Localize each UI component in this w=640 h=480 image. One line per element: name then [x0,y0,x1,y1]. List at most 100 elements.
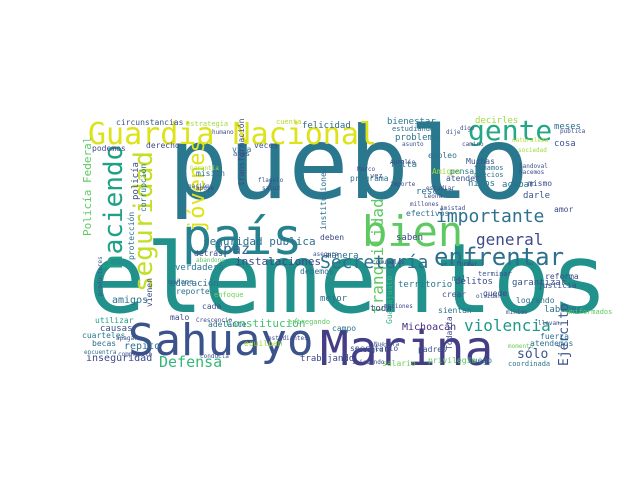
word-equilpan: equilpan [244,339,283,348]
word-sientan: sientan [438,306,472,315]
word-gusto: gusto [134,351,152,358]
word-detras: detrás [194,249,223,258]
word-sahuayo: Sahuayo [128,315,313,366]
word-olvidar: olvidar [476,293,502,300]
word-estudiando: estudiando [392,125,434,133]
word-amigos-green: Amigos [432,167,461,176]
word-michoacan: Michoacán [402,321,456,333]
word-estrategia: estrategia [186,120,228,128]
word-cada: cada [202,302,221,311]
word-seguridad: seguridad [129,151,159,292]
word-millones: millones [410,201,439,208]
word-abandono: abandono [196,257,225,264]
word-territorio: territorio [398,280,452,290]
word-vienen: vienen [145,278,154,307]
word-importe: importe [390,181,416,188]
word-trabajando: trabajando [300,354,354,364]
word-secretario: secretario [350,344,398,353]
word-derecho: derecho [146,141,180,150]
word-problema: problema [395,133,438,143]
word-delitos: delitos [455,277,493,287]
word-podemos: podemos [92,144,126,153]
word-garantizar: garantizar [512,278,567,288]
word-mal: mal [452,274,467,283]
word-comunales: comunales [372,259,405,266]
word-causas: causas [100,324,133,334]
word-adelante: adelante [208,320,247,329]
word-campo: campo [332,324,356,333]
word-formar: formar [456,261,478,268]
word-amigos: amigos [112,295,148,306]
word-anos: años [233,150,250,158]
word-falta: falta [390,160,417,170]
word-fuerza: fuerza [540,332,569,341]
word-empleo: empleo [428,151,457,160]
word-marina: Marina [320,321,493,377]
word-bienestar: bienestar [387,117,436,127]
word-vida: vida [232,145,251,154]
word-labores: labores [544,305,582,315]
word-veces: veces [254,141,278,150]
word-debemos: debemos [300,267,334,276]
word-proteccion: protección [126,212,136,260]
word-terminar: terminar [478,270,512,278]
word-uniformados: uniformados [566,308,612,316]
word-elementos: elementos [88,223,608,335]
word-apagar: apagar [116,335,138,342]
word-entregando: entregando [288,318,330,326]
word-instituciones: instituciones [319,167,328,230]
word-solo: sólo [517,347,548,362]
word-coordinada: coordinada [508,360,550,368]
word-enfoque: enfoque [214,291,244,299]
word-meses: meses [554,122,581,132]
word-momento: momento [508,343,534,350]
word-todavia: Todavía [445,316,454,350]
word-efectivos: efectivos [406,209,450,218]
word-circunstancias: circunstancias [116,118,184,127]
word-publica: pública [560,128,586,135]
word-guanajuato: Guanajuato [385,276,394,324]
word-cuenta: cuenta [276,118,301,126]
word-quede: quede [483,289,507,298]
word-sandoval: Sandoval [519,163,548,170]
word-iniciando: iniciando [352,359,385,366]
word-manana: mañana [168,278,193,286]
word-policia: policía [131,162,141,200]
word-atendemos: atendemos [530,339,574,348]
word-corrupcion: corrupción [138,164,148,212]
word-mision: misión [196,168,225,178]
word-compre: compre [118,351,140,358]
word-marco: Marco [357,166,375,173]
word-hijos: hijos [468,179,495,189]
word-logrando: logrando [516,296,555,305]
word-encuentra: encuentra [84,349,117,356]
word-garantia: Garantía [190,165,219,172]
word-nuestra: Nuestra [374,341,400,348]
word-llevan: llevan [538,320,560,327]
word-integral: integral [354,346,388,354]
word-transformacion: transformación [236,118,246,186]
word-policia-federal: Policía Federal [81,137,94,236]
word-vez: vez [370,172,383,180]
word-reporte: reporte [176,287,210,296]
word-minimo: mínimo [506,309,528,316]
word-violencia: violencia [464,316,551,335]
word-humano: humano [212,129,234,136]
word-ejercito: Ejército [557,303,572,366]
word-salario: salario [382,359,416,368]
word-fuego: fuego [468,356,492,365]
word-asunto: asunto [402,141,424,148]
word-darle: darle [523,191,550,201]
word-padres: padres [418,345,447,354]
word-programa: programa [350,174,389,183]
word-utilizar: utilizar [95,316,134,325]
word-paz: paz [223,240,250,258]
word-acabar: acabar [502,180,535,190]
word-precios: precios [474,171,504,179]
word-seguridad-publica: seguridad pública [203,235,316,248]
word-amistad: Amistad [440,205,466,212]
word-tomamos: tomamos [474,164,504,172]
word-guardia-nacional: Guardia Nacional [88,117,377,152]
word-atender: atender [446,174,480,183]
word-nacion: nación [188,183,210,190]
